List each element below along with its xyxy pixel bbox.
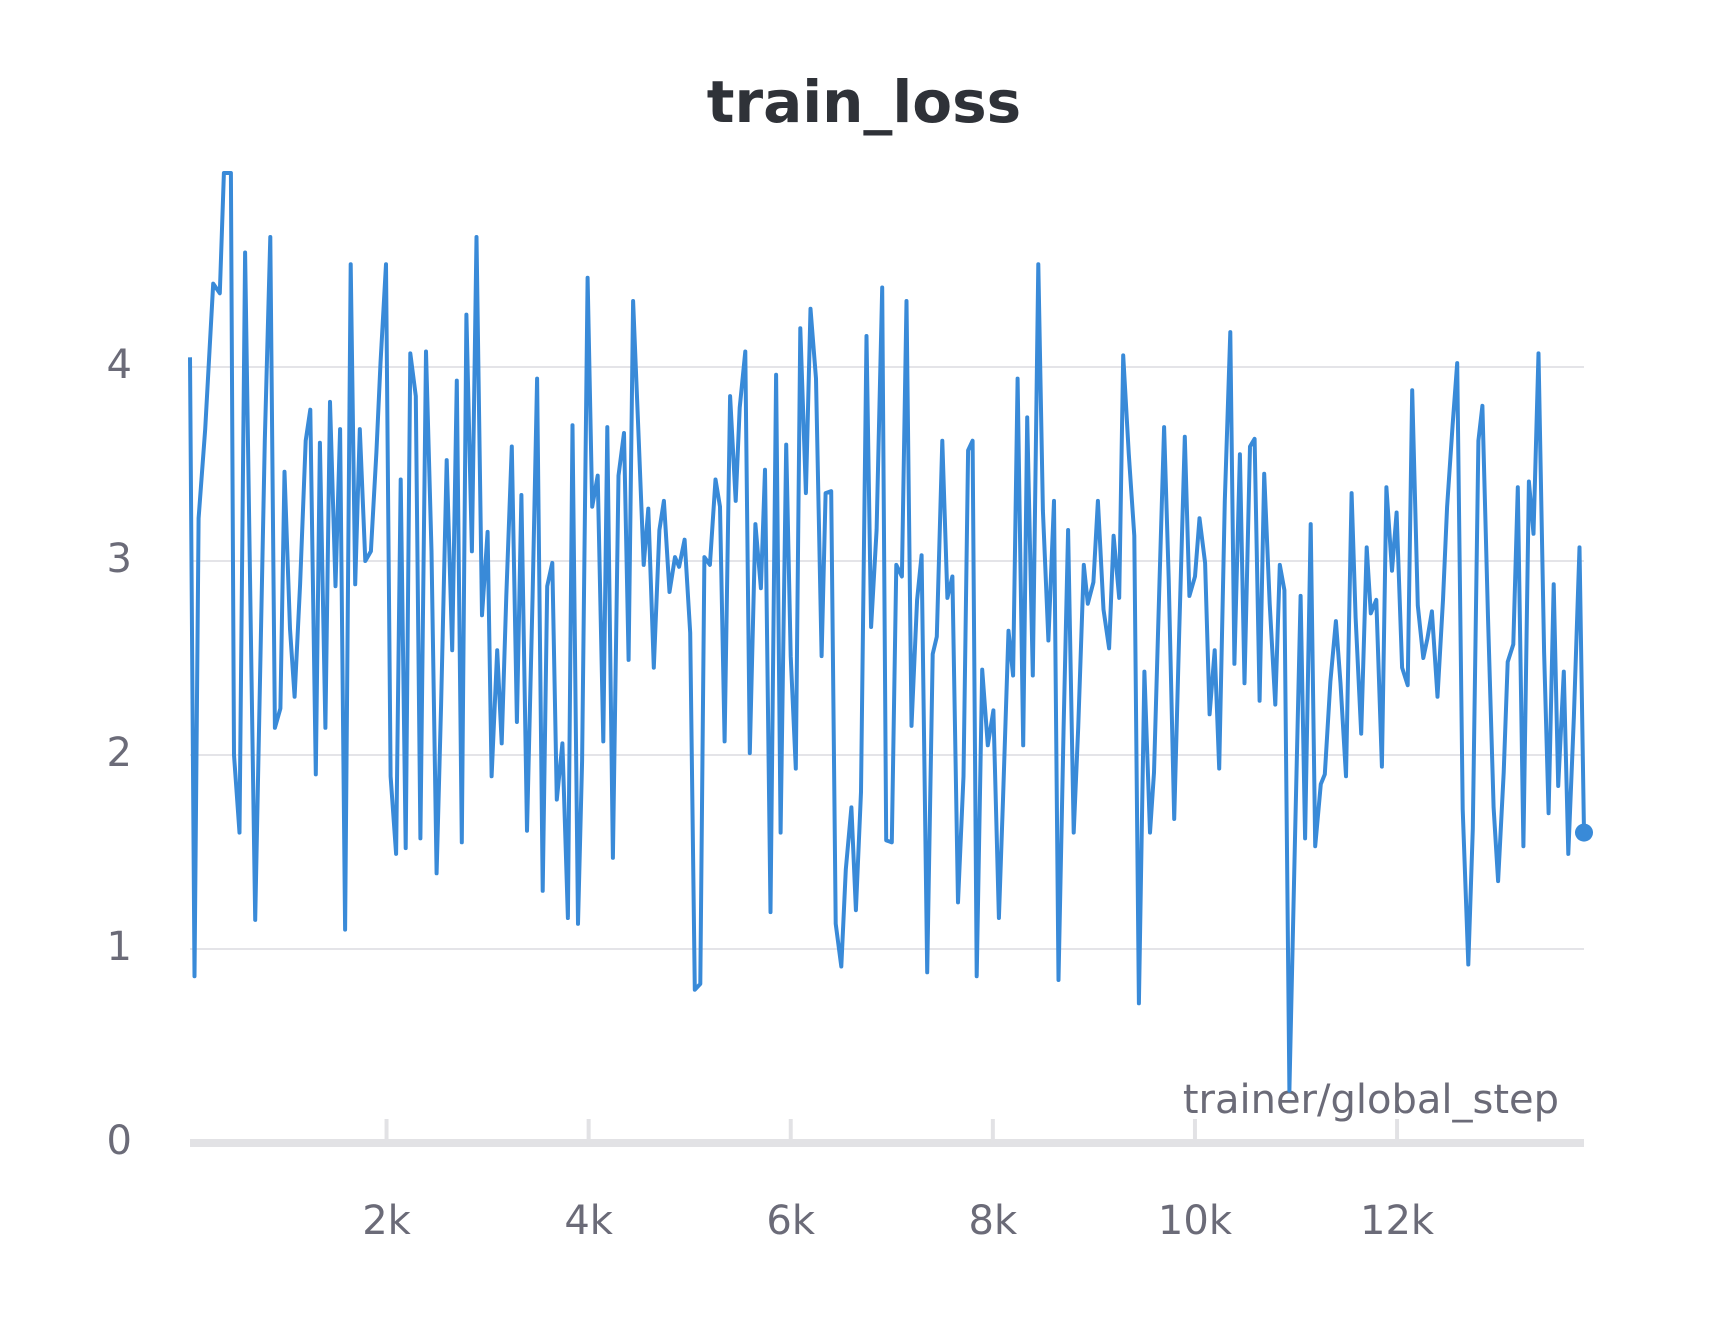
y-tick-label: 3: [107, 536, 132, 582]
x-tick-label: 4k: [564, 1198, 613, 1244]
x-tick-label: 10k: [1158, 1198, 1233, 1244]
line: [188, 171, 1586, 1093]
chart-title: train_loss: [707, 68, 1021, 136]
y-tick-label: 4: [107, 342, 132, 388]
x-axis-label: trainer/global_step: [1183, 1077, 1559, 1123]
x-tick-label: 6k: [766, 1198, 815, 1244]
x-tick-label: 12k: [1360, 1198, 1435, 1244]
end-point: [1575, 823, 1593, 842]
y-tick-label: 1: [107, 924, 132, 970]
y-tick-label: 0: [107, 1118, 132, 1164]
y-tick-label: 2: [107, 730, 132, 776]
x-tick-label: 8k: [969, 1198, 1018, 1244]
x-tick-label: 2k: [362, 1198, 411, 1244]
